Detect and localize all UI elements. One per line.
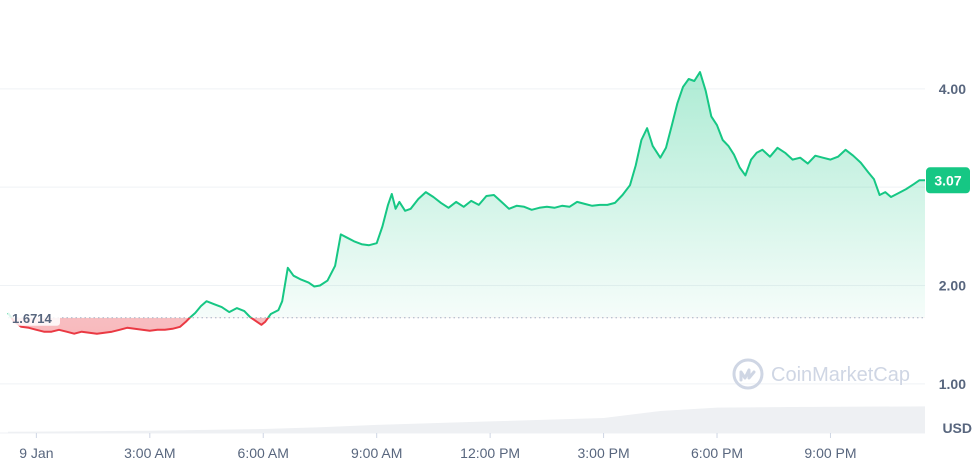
- x-tick-label: 12:00 PM: [460, 445, 520, 461]
- volume-area: [8, 406, 925, 433]
- watermark-text: CoinMarketCap: [771, 364, 910, 386]
- price-line-up: [7, 71, 925, 318]
- price-area-up: [8, 72, 925, 318]
- x-tick-label: 9 Jan: [19, 445, 53, 461]
- x-axis: 9 Jan 3:00 AM 6:00 AM 9:00 AM 12:00 PM 3:00 P…: [19, 433, 857, 461]
- price-area: [8, 72, 925, 334]
- opening-price-label-bg: [8, 307, 60, 326]
- volume-series: [8, 406, 925, 433]
- x-tick-label: 9:00 AM: [351, 445, 402, 461]
- y-tick-label: 2.00: [939, 278, 966, 294]
- x-tick-label: 9:00 PM: [804, 445, 856, 461]
- x-tick-label: 3:00 PM: [578, 445, 630, 461]
- coinmarketcap-watermark: CoinMarketCap: [732, 358, 910, 390]
- x-tick-label: 3:00 AM: [124, 445, 175, 461]
- current-price-badge: 3.07: [926, 167, 970, 194]
- price-line: [7, 71, 925, 335]
- x-tick-label: 6:00 PM: [691, 445, 743, 461]
- current-price-value: 3.07: [934, 172, 961, 188]
- y-tick-label: 4.00: [939, 81, 966, 97]
- coinmarketcap-logo-icon: [732, 358, 764, 390]
- currency-unit-label: USD: [942, 420, 972, 436]
- current-price-badge-bg: [926, 167, 970, 194]
- price-line-down: [10, 317, 270, 335]
- y-axis: 1.002.003.004.00: [939, 81, 966, 392]
- x-tick-label: 6:00 AM: [238, 445, 289, 461]
- opening-price-value: 1.6714: [12, 311, 53, 326]
- price-area-down: [11, 317, 269, 334]
- opening-price-label: 1.6714: [8, 307, 60, 326]
- y-tick-label: 1.00: [939, 376, 966, 392]
